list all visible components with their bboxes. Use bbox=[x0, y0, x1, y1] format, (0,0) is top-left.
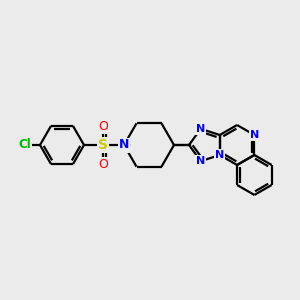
Text: Cl: Cl bbox=[19, 139, 32, 152]
Text: N: N bbox=[119, 139, 129, 152]
Text: N: N bbox=[215, 150, 224, 160]
Text: N: N bbox=[215, 150, 224, 160]
Text: O: O bbox=[98, 158, 108, 170]
Text: O: O bbox=[98, 119, 108, 133]
Text: S: S bbox=[98, 138, 108, 152]
Text: N: N bbox=[250, 130, 259, 140]
Text: N: N bbox=[196, 124, 206, 134]
Text: N: N bbox=[196, 156, 206, 166]
